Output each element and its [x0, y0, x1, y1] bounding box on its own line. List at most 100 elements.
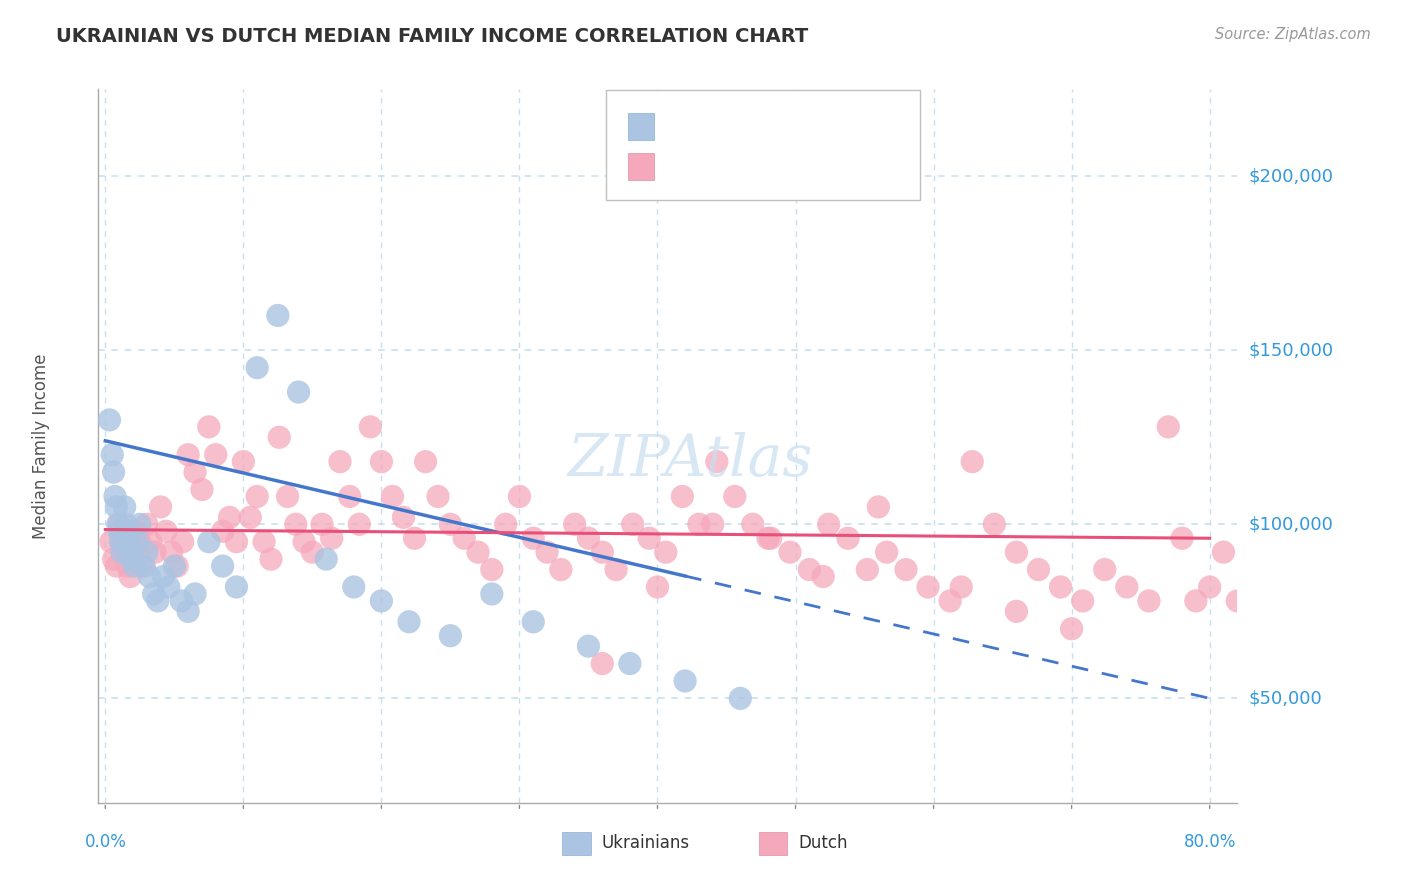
Point [1157, 420, 1180, 434]
Point [152, 569, 174, 583]
Point [439, 629, 461, 643]
Point [124, 559, 146, 574]
Point [105, 559, 128, 574]
Point [269, 430, 291, 444]
Point [104, 490, 127, 504]
Point [301, 545, 323, 559]
Point [671, 490, 693, 504]
Text: R =: R = [665, 156, 704, 174]
Text: 0.0%: 0.0% [84, 833, 127, 851]
Point [404, 531, 426, 545]
Point [184, 465, 207, 479]
Point [311, 517, 333, 532]
Point [1028, 563, 1050, 577]
Text: 105: 105 [811, 156, 849, 174]
Point [142, 587, 165, 601]
Text: UKRAINIAN VS DUTCH MEDIAN FAMILY INCOME CORRELATION CHART: UKRAINIAN VS DUTCH MEDIAN FAMILY INCOME … [56, 27, 808, 45]
Point [799, 563, 821, 577]
Text: N =: N = [761, 116, 813, 134]
Point [103, 552, 125, 566]
Point [246, 490, 269, 504]
Point [198, 420, 221, 434]
Point [284, 517, 307, 532]
Point [564, 517, 586, 532]
Text: $150,000: $150,000 [1249, 342, 1333, 359]
Point [894, 563, 917, 577]
Point [329, 455, 352, 469]
Point [1005, 545, 1028, 559]
Point [759, 531, 782, 545]
Point [415, 455, 437, 469]
Point [481, 563, 503, 577]
Point [349, 517, 371, 532]
Point [392, 510, 415, 524]
Point [132, 559, 155, 574]
Point [163, 559, 186, 574]
Point [103, 465, 125, 479]
Point [1115, 580, 1137, 594]
Point [292, 534, 315, 549]
Point [105, 500, 128, 514]
Point [1185, 594, 1208, 608]
Point [398, 615, 420, 629]
Point [536, 545, 558, 559]
Point [108, 517, 131, 532]
Point [128, 534, 150, 549]
Point [550, 563, 572, 577]
Point [453, 531, 475, 545]
Point [876, 545, 898, 559]
Point [114, 545, 136, 559]
Text: ZIPAtlas: ZIPAtlas [568, 432, 813, 489]
Point [811, 569, 834, 583]
Text: 46: 46 [811, 116, 837, 134]
Point [702, 517, 724, 532]
Point [1171, 531, 1194, 545]
Point [111, 545, 134, 559]
Point [578, 531, 600, 545]
Point [108, 524, 131, 539]
Point [146, 594, 169, 608]
Text: Source: ZipAtlas.com: Source: ZipAtlas.com [1215, 27, 1371, 42]
Point [321, 531, 343, 545]
Point [166, 559, 188, 574]
Point [359, 420, 381, 434]
Text: Median Family Income: Median Family Income [32, 353, 51, 539]
Point [522, 531, 544, 545]
Point [621, 517, 644, 532]
Point [143, 545, 166, 559]
Point [1060, 622, 1083, 636]
Point [605, 563, 627, 577]
Point [198, 534, 221, 549]
Point [120, 569, 142, 583]
Point [339, 490, 361, 504]
Point [868, 500, 890, 514]
Point [110, 534, 132, 549]
Point [467, 545, 489, 559]
Point [125, 524, 148, 539]
Point [211, 559, 233, 574]
Point [98, 413, 121, 427]
Point [287, 385, 309, 400]
Point [260, 552, 283, 566]
Text: $50,000: $50,000 [1249, 690, 1322, 707]
Point [706, 455, 728, 469]
Point [370, 594, 392, 608]
Point [638, 531, 661, 545]
Point [741, 517, 763, 532]
Point [817, 517, 839, 532]
Point [1226, 594, 1249, 608]
Point [1094, 563, 1116, 577]
Point [139, 534, 162, 549]
Point [118, 534, 141, 549]
Text: $200,000: $200,000 [1249, 167, 1333, 186]
Point [688, 517, 710, 532]
Point [1005, 604, 1028, 618]
Point [427, 490, 450, 504]
Point [939, 594, 962, 608]
Point [591, 657, 613, 671]
Point [950, 580, 973, 594]
Point [172, 534, 194, 549]
Point [232, 455, 254, 469]
Point [370, 455, 392, 469]
Point [120, 545, 142, 559]
